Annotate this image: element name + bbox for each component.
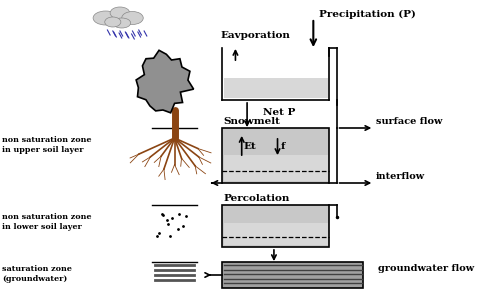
Text: interflow: interflow (375, 172, 424, 181)
Ellipse shape (121, 12, 143, 25)
Ellipse shape (93, 11, 118, 25)
Text: Precipitation (P): Precipitation (P) (318, 9, 415, 19)
Text: Snowmelt: Snowmelt (223, 117, 280, 126)
Polygon shape (136, 50, 193, 113)
Text: in lower soil layer: in lower soil layer (2, 223, 82, 231)
Text: groundwater flow: groundwater flow (377, 264, 473, 273)
Bar (222, 128, 329, 183)
Bar (222, 205, 329, 247)
Text: in upper soil layer: in upper soil layer (2, 146, 83, 154)
Text: Et: Et (243, 141, 256, 150)
Text: saturation zone: saturation zone (2, 265, 72, 273)
Bar (223, 78, 327, 98)
Bar (223, 155, 327, 181)
Text: surface flow: surface flow (375, 117, 442, 126)
Ellipse shape (113, 18, 131, 28)
Ellipse shape (105, 17, 120, 27)
Ellipse shape (110, 7, 130, 19)
Text: non saturation zone: non saturation zone (2, 213, 91, 221)
Bar (223, 223, 327, 245)
Text: Eavporation: Eavporation (220, 31, 289, 40)
Text: non saturation zone: non saturation zone (2, 136, 91, 144)
Text: (groundwater): (groundwater) (2, 275, 67, 283)
Text: Percolation: Percolation (223, 194, 289, 203)
Text: Net P: Net P (263, 108, 295, 117)
Bar (222, 262, 363, 288)
Text: f: f (280, 141, 284, 150)
